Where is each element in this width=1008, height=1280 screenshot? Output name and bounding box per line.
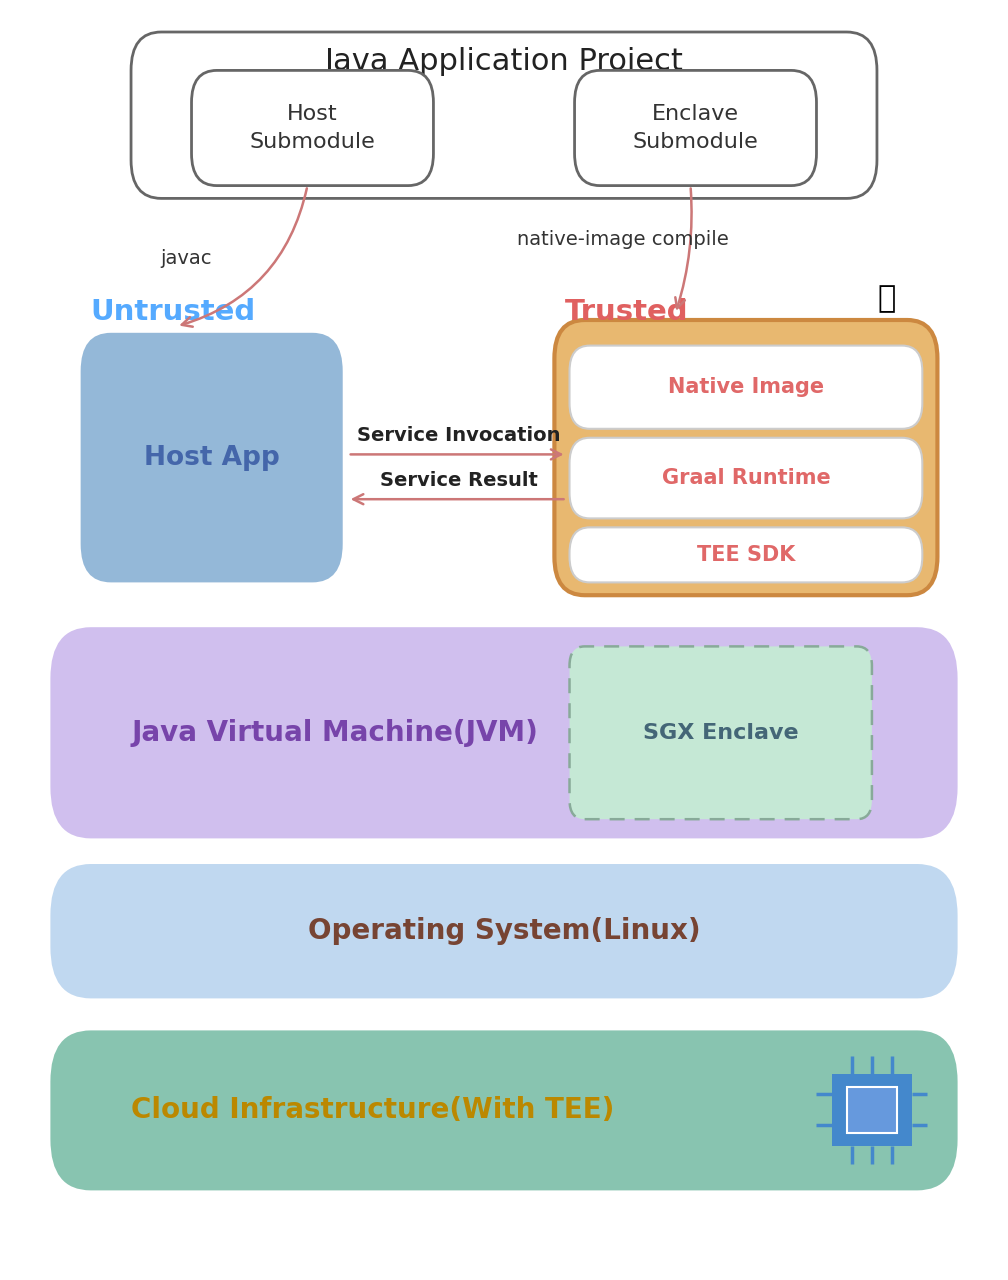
Text: 🔒: 🔒	[878, 284, 896, 314]
FancyBboxPatch shape	[50, 864, 958, 998]
Text: javac: javac	[160, 250, 213, 268]
FancyBboxPatch shape	[81, 333, 343, 582]
FancyBboxPatch shape	[570, 346, 922, 429]
FancyBboxPatch shape	[570, 527, 922, 582]
Text: Trusted: Trusted	[564, 298, 688, 326]
FancyBboxPatch shape	[832, 1074, 912, 1146]
Text: Service Invocation: Service Invocation	[357, 426, 560, 444]
FancyBboxPatch shape	[847, 1087, 897, 1133]
FancyBboxPatch shape	[554, 320, 937, 595]
FancyArrowPatch shape	[351, 449, 560, 460]
FancyBboxPatch shape	[575, 70, 816, 186]
Text: Cloud Infrastructure(With TEE): Cloud Infrastructure(With TEE)	[131, 1097, 615, 1124]
FancyBboxPatch shape	[131, 32, 877, 198]
Text: SGX Enclave: SGX Enclave	[643, 723, 798, 742]
Text: Operating System(Linux): Operating System(Linux)	[307, 918, 701, 945]
FancyBboxPatch shape	[50, 627, 958, 838]
Text: Service Result: Service Result	[380, 471, 537, 489]
FancyBboxPatch shape	[570, 438, 922, 518]
Text: native-image compile: native-image compile	[517, 230, 729, 248]
Text: Untrusted: Untrusted	[91, 298, 256, 326]
Text: Host
Submodule: Host Submodule	[250, 104, 375, 152]
FancyBboxPatch shape	[192, 70, 433, 186]
FancyBboxPatch shape	[570, 646, 872, 819]
Text: Native Image: Native Image	[668, 378, 824, 397]
Text: Graal Runtime: Graal Runtime	[661, 468, 831, 488]
Text: Java Virtual Machine(JVM): Java Virtual Machine(JVM)	[131, 719, 538, 746]
FancyBboxPatch shape	[50, 1030, 958, 1190]
Text: Enclave
Submodule: Enclave Submodule	[633, 104, 758, 152]
Text: TEE SDK: TEE SDK	[697, 545, 795, 564]
Text: Java Application Project: Java Application Project	[325, 47, 683, 77]
Text: Host App: Host App	[144, 444, 279, 471]
FancyArrowPatch shape	[181, 188, 306, 326]
FancyArrowPatch shape	[354, 494, 563, 504]
FancyArrowPatch shape	[675, 188, 691, 308]
